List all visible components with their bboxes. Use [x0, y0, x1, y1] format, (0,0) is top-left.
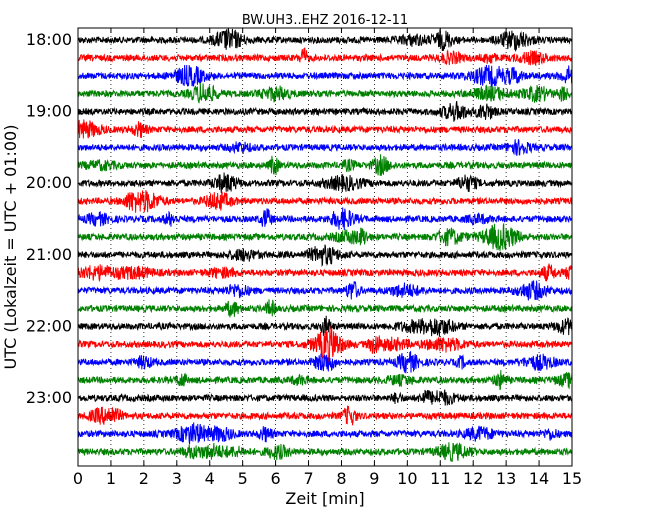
x-tick-label: 6	[271, 469, 281, 488]
x-tick-label: 12	[463, 469, 483, 488]
trace-line-2245	[77, 370, 573, 391]
trace-line-1945	[77, 154, 573, 176]
trace-line-1900	[77, 101, 573, 122]
x-tick-label: 5	[238, 469, 248, 488]
x-tick-label: 3	[172, 469, 182, 488]
trace-line-2000	[77, 172, 573, 194]
trace-line-2115	[77, 263, 573, 283]
trace-line-2015	[77, 190, 573, 213]
x-axis-ticks: 0 1 2 3 4 5 6 7 8 9 10 11 12 13 14 15	[73, 28, 582, 488]
trace-line-2100	[77, 244, 573, 268]
trace-line-2345	[77, 442, 573, 462]
y-tick-label: 18:00	[26, 30, 72, 49]
trace-line-2230	[77, 351, 573, 374]
y-tick-label: 19:00	[26, 102, 72, 121]
trace-line-2315	[77, 405, 573, 426]
trace-line-1830	[77, 64, 573, 88]
trace-line-1800	[77, 28, 573, 52]
x-tick-label: 1	[106, 469, 116, 488]
trace-line-2030	[77, 207, 573, 231]
x-tick-label: 14	[529, 469, 549, 488]
trace-line-2215	[77, 325, 573, 364]
x-tick-label: 8	[336, 469, 346, 488]
trace-line-1815	[77, 47, 573, 67]
x-tick-label: 7	[303, 469, 313, 488]
x-axis-label: Zeit [min]	[285, 489, 364, 508]
trace-line-1930	[77, 139, 573, 156]
y-tick-label: 20:00	[26, 173, 72, 192]
trace-line-2130	[77, 279, 573, 301]
x-tick-label: 11	[430, 469, 450, 488]
x-tick-label: 15	[562, 469, 582, 488]
chart-title: BW.UH3..EHZ 2016-12-11	[242, 13, 408, 28]
trace-line-2200	[77, 315, 573, 337]
x-tick-label: 4	[205, 469, 215, 488]
x-tick-label: 10	[397, 469, 417, 488]
traces-group	[77, 28, 573, 462]
x-tick-label: 9	[369, 469, 379, 488]
trace-line-2145	[77, 299, 573, 318]
trace-line-2045	[77, 223, 573, 251]
trace-line-2330	[77, 422, 573, 445]
plot-frame	[77, 27, 573, 467]
y-tick-label: 23:00	[26, 388, 72, 407]
y-tick-label: 22:00	[26, 316, 72, 335]
y-axis-label: UTC (Lokalzeit = UTC + 01:00)	[1, 125, 20, 370]
y-axis-ticks: 18:00 19:00 20:00 21:00 22:00 23:00	[26, 30, 83, 407]
x-tick-label: 2	[139, 469, 149, 488]
trace-line-1845	[77, 82, 573, 104]
trace-line-1915	[77, 119, 573, 139]
x-tick-label: 0	[73, 469, 83, 488]
y-tick-label: 21:00	[26, 245, 72, 264]
trace-line-2300	[77, 389, 573, 406]
x-tick-label: 13	[496, 469, 516, 488]
